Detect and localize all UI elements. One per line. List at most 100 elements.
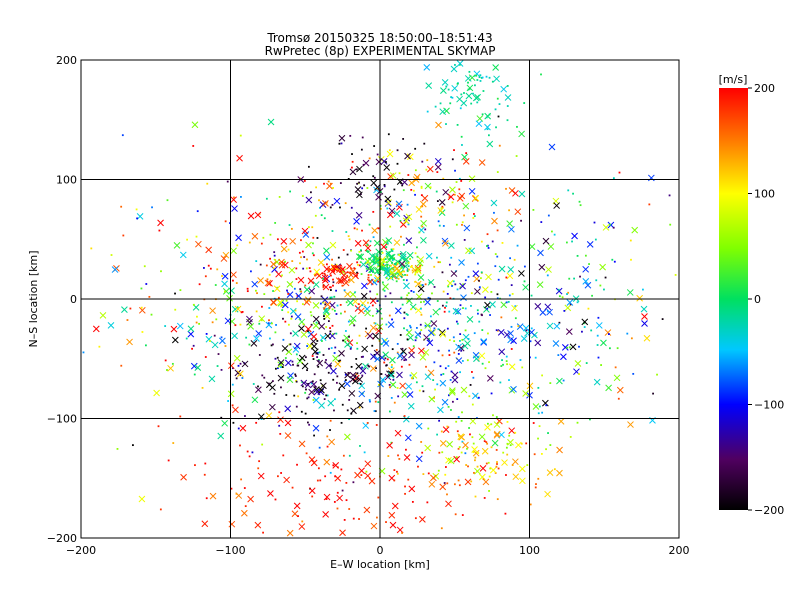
- data-point-x: [437, 406, 444, 414]
- data-point-dot: [374, 400, 377, 403]
- data-point-dot: [250, 270, 252, 273]
- data-point-dot: [397, 277, 400, 280]
- data-point-x: [486, 140, 494, 148]
- data-point-x: [442, 240, 449, 247]
- data-point-dot: [325, 498, 328, 500]
- data-point-x: [463, 224, 471, 232]
- data-point-dot: [532, 209, 535, 211]
- data-point-x: [298, 354, 306, 362]
- data-point-x: [498, 265, 506, 273]
- data-point-dot: [381, 251, 384, 254]
- data-point-dot: [308, 226, 310, 229]
- data-point-dot: [348, 508, 351, 510]
- data-point-dot: [172, 442, 175, 444]
- data-point-dot: [398, 254, 401, 256]
- data-point-x: [571, 232, 578, 240]
- data-point-dot: [411, 500, 414, 503]
- data-point-dot: [244, 505, 247, 508]
- data-point-dot: [388, 264, 391, 267]
- data-point-dot: [314, 274, 317, 277]
- data-point-dot: [464, 279, 467, 282]
- data-point-dot: [273, 251, 276, 254]
- data-point-dot: [456, 288, 459, 291]
- data-point-dot: [353, 227, 356, 230]
- data-point-dot: [581, 330, 583, 333]
- data-point-dot: [454, 64, 456, 66]
- data-point-dot: [224, 220, 227, 223]
- data-point-x: [338, 349, 345, 357]
- data-point-dot: [445, 305, 448, 308]
- data-point-x: [440, 87, 447, 94]
- data-point-dot: [386, 242, 389, 245]
- data-point-dot: [380, 258, 382, 261]
- data-point-dot: [396, 387, 399, 389]
- data-point-dot: [418, 231, 421, 234]
- data-point-dot: [566, 346, 569, 349]
- data-point-dot: [329, 429, 331, 431]
- data-point-dot: [157, 425, 160, 428]
- data-point-dot: [335, 266, 337, 269]
- data-point-dot: [423, 300, 425, 303]
- data-point-x: [176, 322, 184, 330]
- data-point-dot: [400, 182, 402, 185]
- data-point-dot: [501, 359, 503, 362]
- data-point-dot: [473, 332, 476, 335]
- data-point-x: [490, 199, 498, 207]
- data-point-dot: [82, 351, 85, 354]
- data-point-dot: [441, 271, 444, 274]
- data-point-dot: [294, 373, 297, 376]
- data-point-dot: [354, 291, 356, 294]
- data-point-dot: [381, 317, 383, 320]
- data-point-dot: [348, 399, 351, 401]
- data-point-dot: [316, 340, 319, 342]
- data-point-x: [389, 521, 397, 529]
- data-point-dot: [326, 445, 329, 448]
- data-point-x: [468, 175, 476, 183]
- data-point-dot: [454, 283, 457, 286]
- data-point-dot: [495, 416, 498, 418]
- data-point-x: [402, 415, 410, 423]
- data-point-dot: [481, 314, 483, 317]
- data-point-dot: [120, 205, 123, 208]
- data-point-dot: [332, 333, 334, 336]
- data-point-x: [414, 264, 422, 272]
- data-point-dot: [485, 441, 488, 444]
- data-point-x: [512, 458, 519, 466]
- data-point-dot: [418, 389, 421, 392]
- data-point-dot: [400, 235, 402, 238]
- data-point-x: [522, 324, 530, 332]
- data-point-dot: [557, 288, 560, 291]
- data-point-x: [359, 367, 367, 375]
- data-point-dot: [480, 277, 482, 280]
- data-point-dot: [576, 421, 579, 424]
- data-point-x: [383, 266, 391, 273]
- data-point-dot: [268, 307, 271, 309]
- data-point-dot: [366, 422, 369, 424]
- data-point-dot: [360, 148, 363, 151]
- data-point-x: [303, 286, 311, 294]
- data-point-dot: [476, 79, 479, 81]
- data-point-dot: [185, 337, 188, 340]
- data-point-dot: [428, 325, 431, 327]
- data-point-dot: [420, 301, 422, 304]
- x-axis-label: E–W location [km]: [330, 558, 430, 571]
- data-point-dot: [333, 265, 335, 267]
- data-point-dot: [369, 280, 371, 282]
- data-point-dot: [366, 261, 369, 264]
- data-point-dot: [122, 234, 125, 237]
- data-point-dot: [319, 302, 322, 305]
- data-point-x: [556, 377, 563, 385]
- data-point-dot: [348, 454, 351, 457]
- data-point-x: [328, 438, 336, 446]
- data-point-x: [464, 478, 472, 486]
- data-point-x: [547, 243, 555, 250]
- data-point-dot: [488, 76, 491, 79]
- data-point-x: [565, 328, 573, 335]
- data-point-dot: [391, 318, 393, 321]
- data-point-x: [267, 490, 274, 497]
- data-point-dot: [305, 388, 307, 391]
- data-point-x: [405, 213, 413, 221]
- data-point-x: [466, 84, 474, 92]
- data-point-dot: [334, 475, 337, 478]
- x-tick-label: 100: [519, 544, 540, 557]
